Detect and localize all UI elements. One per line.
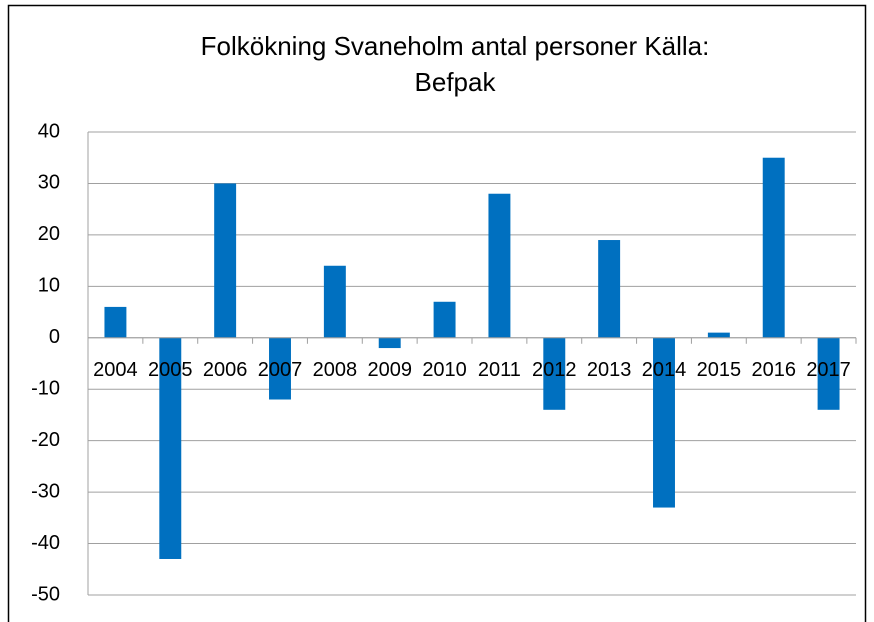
bar [653, 337, 675, 508]
bar [159, 337, 182, 559]
y-tick-label: 30 [38, 172, 60, 194]
bar [543, 337, 566, 410]
x-tick-label: 2004 [93, 359, 138, 381]
bar [214, 183, 237, 338]
bar [598, 240, 621, 338]
chart-border [7, 4, 867, 622]
x-tick-label: 2016 [751, 359, 796, 381]
x-tick-label: 2014 [642, 359, 687, 381]
bar [817, 337, 840, 410]
y-tick-label: 10 [38, 275, 60, 297]
y-tick-label: 20 [38, 223, 60, 245]
x-tick-label: 2017 [806, 359, 851, 381]
bar [378, 337, 401, 349]
x-tick-label: 2015 [697, 359, 742, 381]
bar [707, 332, 730, 338]
x-tick-label: 2011 [478, 359, 521, 381]
bar [433, 301, 456, 338]
y-tick-label: -40 [31, 532, 60, 554]
y-tick-label: -30 [31, 480, 60, 502]
bar [323, 265, 346, 338]
chart-title: Folkökning Svaneholm antal personer Käll… [200, 31, 710, 97]
x-tick-label: 2005 [148, 359, 193, 381]
bar [269, 337, 291, 400]
x-tick-label: 2012 [532, 359, 577, 381]
y-tick-label: -50 [31, 583, 60, 605]
x-tick-label: 2006 [203, 359, 248, 381]
y-tick-label: 0 [49, 326, 60, 348]
x-tick-label: 2007 [258, 359, 303, 381]
y-tick-label: -10 [31, 378, 60, 400]
x-tick-label: 2010 [422, 359, 467, 381]
y-tick-label: -20 [31, 429, 60, 451]
y-tick-label: 40 [38, 120, 60, 142]
x-tick-label: 2008 [313, 359, 358, 381]
bar [762, 157, 785, 338]
x-tick-label: 2013 [587, 359, 632, 381]
bar [104, 306, 127, 338]
bar [488, 193, 511, 338]
x-tick-label: 2009 [367, 359, 412, 381]
